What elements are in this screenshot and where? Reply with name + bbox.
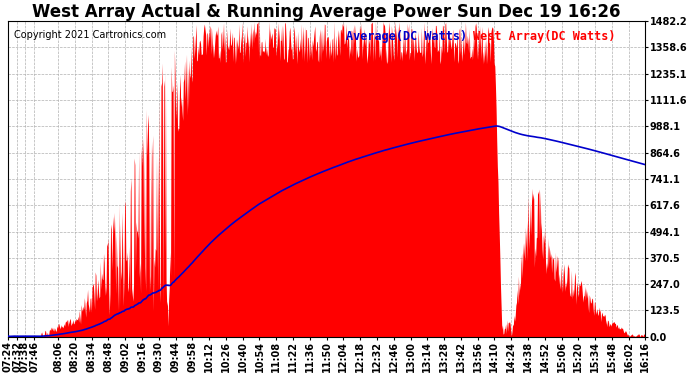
Text: West Array(DC Watts): West Array(DC Watts)	[473, 30, 615, 44]
Text: Average(DC Watts): Average(DC Watts)	[346, 30, 467, 44]
Title: West Array Actual & Running Average Power Sun Dec 19 16:26: West Array Actual & Running Average Powe…	[32, 3, 621, 21]
Text: Copyright 2021 Cartronics.com: Copyright 2021 Cartronics.com	[14, 30, 166, 40]
